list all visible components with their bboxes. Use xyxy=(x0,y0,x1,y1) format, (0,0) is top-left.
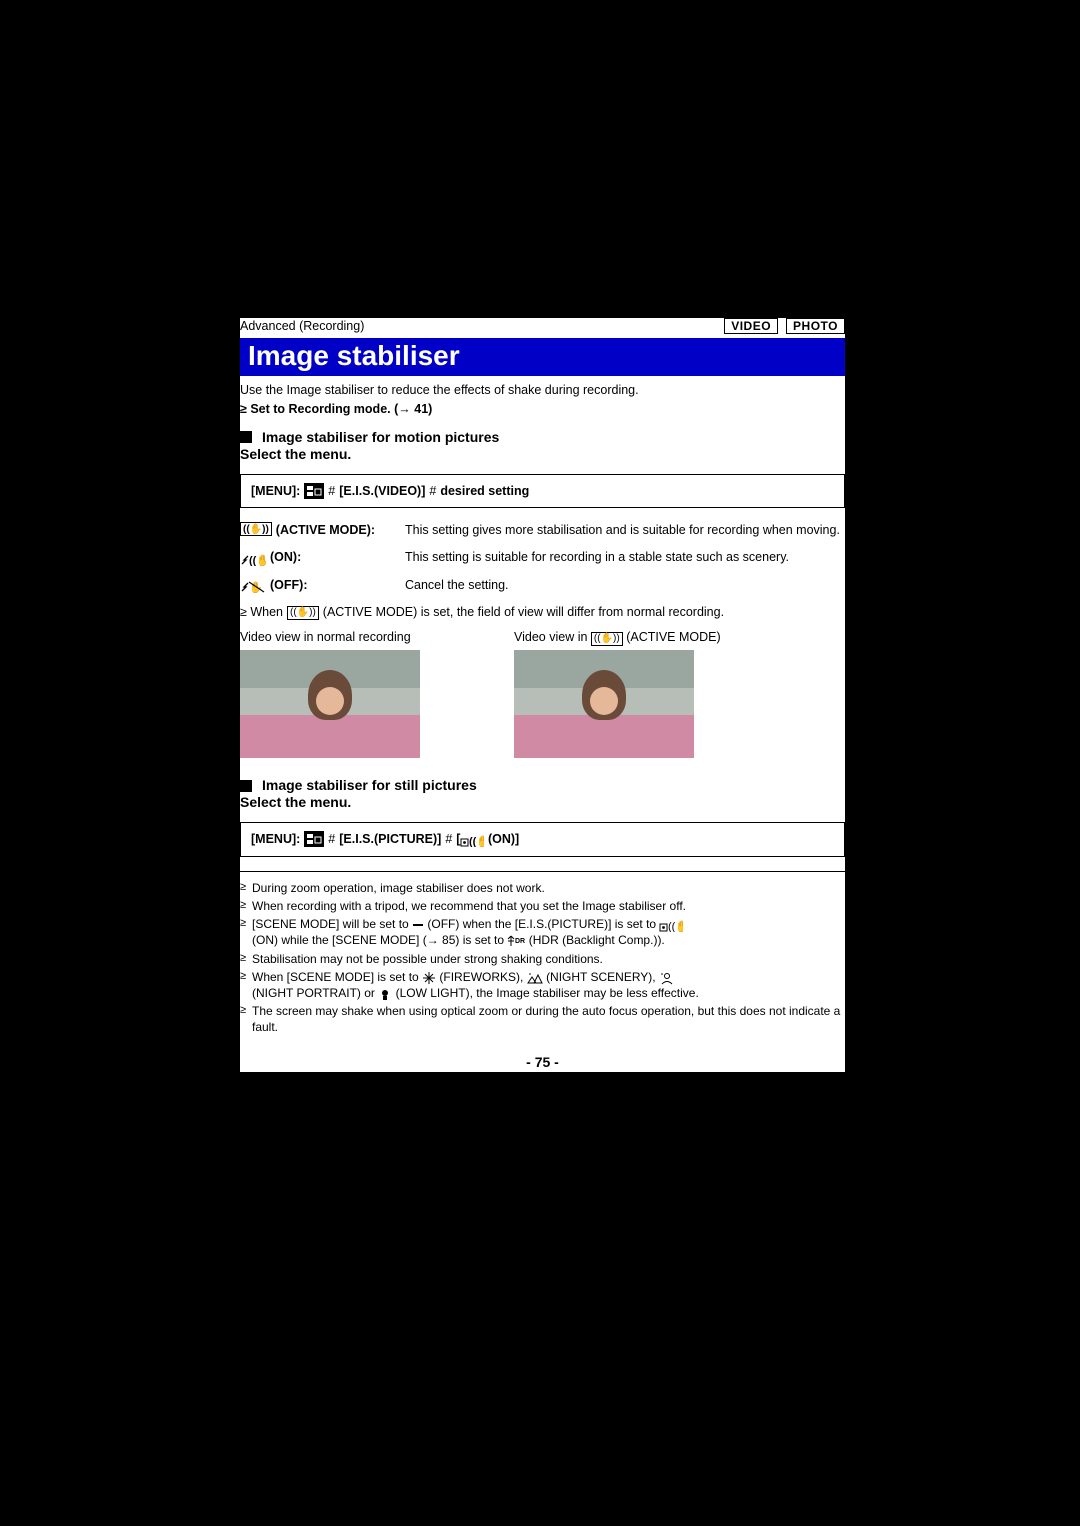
manual-page: Advanced (Recording) VIDEO PHOTO Image s… xyxy=(240,318,845,1072)
active-mode-text: (ACTIVE MODE): xyxy=(276,522,375,539)
off-label: ✋ (OFF): xyxy=(240,577,405,595)
page-ref-arrow-icon: → xyxy=(398,402,411,416)
off-text: (OFF): xyxy=(270,577,307,594)
night-scenery-icon xyxy=(527,972,543,984)
section-motion-title: Image stabiliser for motion pictures xyxy=(262,428,499,447)
view-thumbnails xyxy=(240,650,845,758)
thumbnail-active xyxy=(514,650,694,758)
page-ref-arrow-icon: → xyxy=(427,933,439,947)
arrow-icon: # xyxy=(328,483,335,500)
n5d: (NIGHT PORTRAIT) or xyxy=(252,986,378,1000)
arrow-icon: # xyxy=(429,483,436,500)
intro-text: Use the Image stabiliser to reduce the e… xyxy=(240,382,845,399)
menu-label: [MENU]: xyxy=(251,483,300,500)
n3c: (ON) while the [SCENE MODE] ( xyxy=(252,933,427,947)
picture-stabiliser-icon: ((✋)) xyxy=(460,833,484,847)
body: Use the Image stabiliser to reduce the e… xyxy=(240,382,845,1072)
menu-box-video: [MENU]: # [E.I.S.(VIDEO)] # desired sett… xyxy=(240,474,845,509)
on-suffix: (ON)] xyxy=(484,832,519,846)
fireworks-icon xyxy=(422,971,436,985)
svg-text:((✋)): ((✋)) xyxy=(469,835,484,847)
separator xyxy=(240,871,845,872)
stabiliser-on-icon: ((✋)) xyxy=(240,549,266,567)
active-mode-desc: This setting gives more stabilisation an… xyxy=(405,522,845,539)
active-mode-note: ≥ When ((✋)) (ACTIVE MODE) is set, the f… xyxy=(240,604,845,621)
note-screen-shake: The screen may shake when using optical … xyxy=(240,1003,845,1035)
svg-text:DR: DR xyxy=(515,938,525,945)
square-bullet-icon xyxy=(240,780,252,792)
active-mode-icon: ((✋)) xyxy=(240,522,272,536)
on-text: (ON): xyxy=(270,549,301,566)
note-tripod: When recording with a tripod, we recomme… xyxy=(240,898,845,914)
view-normal-label: Video view in normal recording xyxy=(240,629,480,646)
n5b: (FIREWORKS), xyxy=(439,970,526,984)
night-portrait-icon xyxy=(659,971,673,985)
record-settings-icon xyxy=(304,831,324,847)
menu-path-eis-video: [E.I.S.(VIDEO)] xyxy=(339,483,425,500)
settings-list: ((✋)) (ACTIVE MODE): This setting gives … xyxy=(240,522,845,594)
off-dash-icon xyxy=(412,921,424,929)
breadcrumb: Advanced (Recording) xyxy=(240,319,364,333)
on-desc: This setting is suitable for recording i… xyxy=(405,549,845,567)
view-active-label: Video view in ((✋)) (ACTIVE MODE) xyxy=(514,629,721,646)
off-desc: Cancel the setting. xyxy=(405,577,845,595)
video-badge: VIDEO xyxy=(724,318,778,334)
note-prefix: ≥ When xyxy=(240,604,283,621)
picture-stabiliser-icon: ((✋)) xyxy=(659,918,683,932)
n5e: (LOW LIGHT), the Image stabiliser may be… xyxy=(396,986,699,1000)
menu-path-eis-picture: [E.I.S.(PICTURE)] xyxy=(339,831,441,848)
record-settings-icon xyxy=(304,483,324,499)
menu-label: [MENU]: xyxy=(251,831,300,848)
page-title: Image stabiliser xyxy=(240,338,845,376)
menu-path-on: [((✋)) (ON)] xyxy=(456,831,519,848)
svg-text:((✋)): ((✋)) xyxy=(668,920,683,932)
menu-path-desired: desired setting xyxy=(440,483,529,500)
set-mode: ≥ Set to Recording mode. (→ 41) xyxy=(240,401,845,418)
low-light-icon xyxy=(378,987,392,1001)
active-mode-icon: ((✋)) xyxy=(287,606,319,620)
mode-badges: VIDEO PHOTO xyxy=(724,318,845,334)
n5a: When [SCENE MODE] is set to xyxy=(252,970,422,984)
photo-badge: PHOTO xyxy=(786,318,845,334)
svg-text:((✋)): ((✋)) xyxy=(249,554,266,566)
set-mode-prefix: ≥ Set to Recording mode. ( xyxy=(240,402,398,416)
note-text: (ACTIVE MODE) is set, the field of view … xyxy=(323,604,724,621)
notes-list: During zoom operation, image stabiliser … xyxy=(240,880,845,1036)
arrow-icon: # xyxy=(328,831,335,848)
hdr-icon: DR xyxy=(507,934,525,948)
active-mode-label: ((✋)) (ACTIVE MODE): xyxy=(240,522,405,539)
n5c: (NIGHT SCENERY), xyxy=(546,970,659,984)
n3b: (OFF) when the [E.I.S.(PICTURE)] is set … xyxy=(427,917,659,931)
arrow-icon: # xyxy=(445,831,452,848)
note-strong-shake: Stabilisation may not be possible under … xyxy=(240,951,845,967)
page-number: - 75 - xyxy=(240,1053,845,1072)
active-mode-icon: ((✋)) xyxy=(591,632,623,646)
view-active-prefix: Video view in xyxy=(514,630,587,644)
select-menu-2: Select the menu. xyxy=(240,793,845,812)
menu-box-picture: [MENU]: # [E.I.S.(PICTURE)] # [((✋)) (ON… xyxy=(240,822,845,857)
n3c-ref: 85) is set to xyxy=(439,933,508,947)
square-bullet-icon xyxy=(240,431,252,443)
note-zoom: During zoom operation, image stabiliser … xyxy=(240,880,845,896)
select-menu-1: Select the menu. xyxy=(240,445,845,464)
thumbnail-normal xyxy=(240,650,420,758)
note-scene-mode-off: [SCENE MODE] will be set to (OFF) when t… xyxy=(240,916,845,948)
thumb-wrap-normal xyxy=(240,650,480,758)
set-mode-ref: 41) xyxy=(411,402,433,416)
view-labels: Video view in normal recording Video vie… xyxy=(240,629,845,646)
view-active-suffix: (ACTIVE MODE) xyxy=(626,630,720,644)
header-row: Advanced (Recording) VIDEO PHOTO xyxy=(240,318,845,338)
n3a: [SCENE MODE] will be set to xyxy=(252,917,412,931)
note-scene-modes: When [SCENE MODE] is set to (FIREWORKS),… xyxy=(240,969,845,1001)
on-label: ((✋)) (ON): xyxy=(240,549,405,567)
stabiliser-off-icon: ✋ xyxy=(240,577,266,595)
n3d: (HDR (Backlight Comp.)). xyxy=(529,933,665,947)
